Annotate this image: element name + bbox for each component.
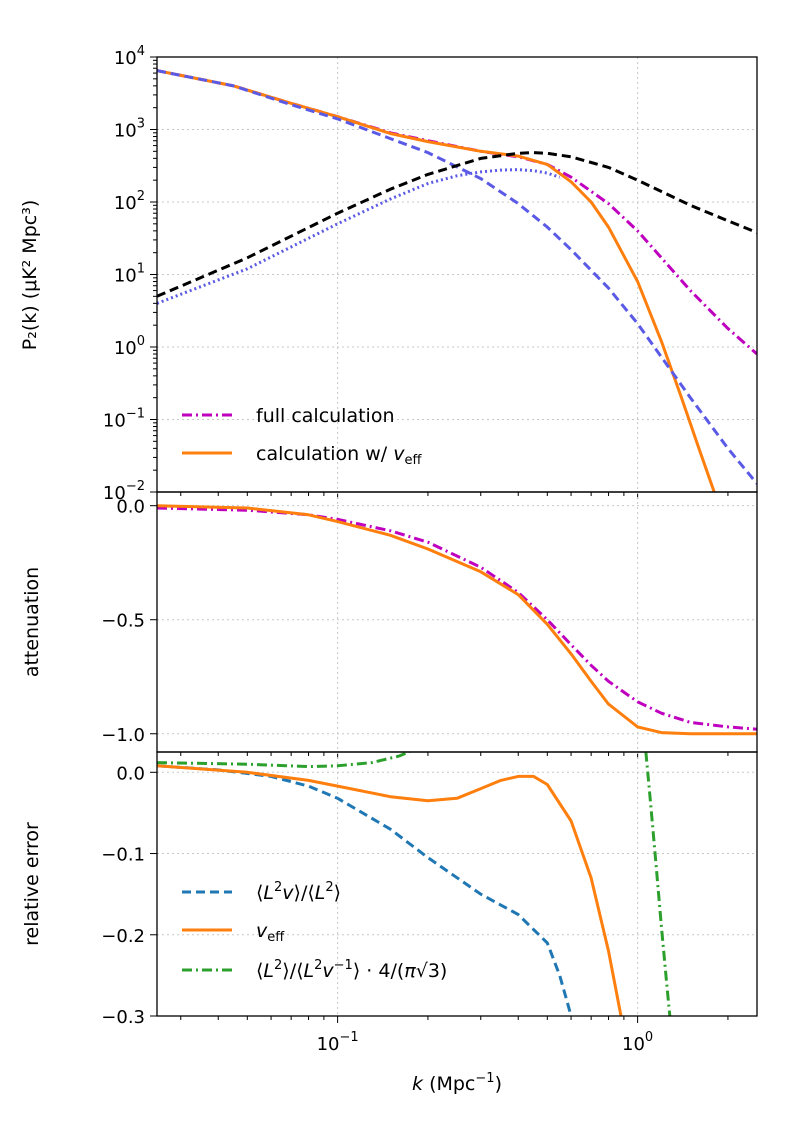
- legend-bottom: ⟨L2v⟩/⟨L2⟩ veff ⟨L2⟩/⟨L2v−1⟩ · 4/(π√3): [182, 880, 447, 982]
- series-top-0: [157, 69, 757, 356]
- series-bot-2: [157, 752, 413, 769]
- series-top-2: [157, 69, 757, 485]
- x-axis: 10−1 100: [317, 1030, 654, 1055]
- legend-label-L2v: ⟨L2v⟩/⟨L2⟩: [256, 880, 341, 904]
- series-bot-1: [157, 764, 623, 1016]
- ylabel-top: P₂(k) (μK² Mpc³): [19, 200, 41, 351]
- axes-frame-bottom: [156, 751, 758, 1017]
- ytick-label-3: −0.3: [101, 1007, 145, 1028]
- xtick-label-0: 10−1: [317, 1030, 359, 1055]
- legend-label-L2-ratio: ⟨L2⟩/⟨L2v−1⟩ · 4/(π√3): [256, 958, 447, 982]
- panel-attenuation: 0.0 −0.5 −1.0 attenuation: [21, 491, 758, 759]
- legend-label-calculation-veff: calculation w/ veff: [256, 443, 422, 468]
- series-top-1: [157, 69, 716, 492]
- ytick-label-1: −0.5: [101, 611, 145, 632]
- ylabel-middle: attenuation: [21, 567, 43, 677]
- series-middle: [157, 504, 757, 736]
- series-mid-1: [157, 504, 757, 736]
- ytick-label-2: −0.2: [101, 926, 145, 947]
- ytick-label-5: 10−1: [103, 407, 145, 432]
- yticks-bottom: 0.0 −0.1 −0.2 −0.3: [101, 763, 729, 1028]
- series-bot-3: [644, 752, 672, 1016]
- ytick-label-2: −1.0: [101, 725, 145, 746]
- legend-label-full-calculation: full calculation: [256, 405, 395, 427]
- axes-frame-middle: [156, 491, 758, 753]
- ytick-label-0: 104: [114, 44, 145, 69]
- series-top-3: [157, 151, 757, 298]
- legend-label-veff: veff: [256, 920, 285, 945]
- ytick-label-4: 100: [114, 334, 145, 359]
- series-top-4: [157, 168, 561, 305]
- panel-power-spectrum: 104 103 102 101 100 10−1 10−2 P₂(k) (μK² Mpc³)…: [19, 44, 758, 504]
- series-bottom: [157, 752, 672, 1016]
- grid-bottom: [157, 752, 757, 1016]
- ylabel-bottom: relative error: [21, 822, 43, 946]
- xtick-label-1: 100: [622, 1030, 653, 1055]
- yticks-top: 104 103 102 101 100 10−1 10−2: [103, 44, 729, 504]
- grid-top: [157, 57, 757, 492]
- series-mid-0: [157, 506, 757, 731]
- ytick-label-3: 101: [114, 262, 145, 287]
- legend-top: full calculation calculation w/ veff: [182, 405, 422, 468]
- xlabel: k (Mpc−1): [412, 1071, 502, 1095]
- ytick-label-1: 103: [114, 117, 145, 142]
- panel-relative-error: 0.0 −0.1 −0.2 −0.3 relative error ⟨L2v⟩/⟨L2…: [21, 751, 758, 1028]
- grid-middle: [157, 492, 757, 752]
- series-top: [157, 69, 757, 492]
- ytick-label-2: 102: [114, 189, 145, 214]
- yticks-middle: 0.0 −0.5 −1.0: [101, 497, 729, 759]
- ytick-label-0: 0.0: [116, 497, 145, 518]
- ytick-label-1: −0.1: [101, 845, 145, 866]
- ytick-label-0: 0.0: [116, 763, 145, 784]
- ytick-label-6: 10−2: [103, 479, 145, 504]
